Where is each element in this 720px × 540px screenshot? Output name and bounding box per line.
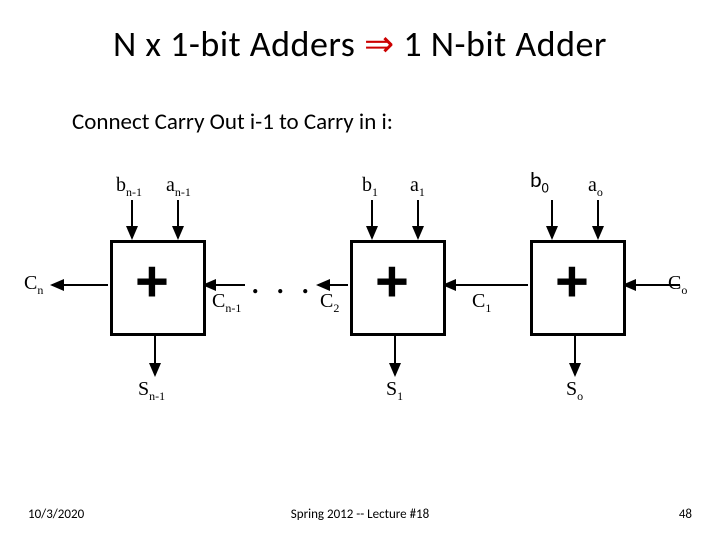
slide: N x 1-bit Adders ⇒ 1 N-bit Adder Connect… <box>0 0 720 540</box>
subtitle: Connect Carry Out i-1 to Carry in i: <box>72 108 393 136</box>
label-cn: Cn <box>24 272 43 298</box>
label-sn-1: Sn-1 <box>138 378 165 404</box>
label-c1: C1 <box>472 290 491 316</box>
plus-icon: + <box>135 253 169 311</box>
footer-page-number: 48 <box>679 507 692 522</box>
label-c0: Co <box>668 272 687 298</box>
plus-icon: + <box>555 253 589 311</box>
label-bn-1: bn-1 <box>116 174 142 200</box>
title-text-1: N x 1-bit Adders <box>113 22 364 66</box>
label-s1: S1 <box>386 378 403 404</box>
title-text-2: 1 N-bit Adder <box>395 22 607 66</box>
title-arrow: ⇒ <box>364 22 395 66</box>
footer-lecture: Spring 2012 -- Lecture #18 <box>0 507 720 522</box>
plus-icon: + <box>375 253 409 311</box>
adder-diagram: b0 <box>20 160 700 440</box>
label-an-1: an-1 <box>166 174 191 200</box>
ellipsis: . . . <box>252 270 315 300</box>
label-cn-1: Cn-1 <box>212 290 241 316</box>
label-a0: ao <box>588 174 603 200</box>
label-c2: C2 <box>320 290 339 316</box>
label-b1: b1 <box>362 174 378 200</box>
label-s0: So <box>566 378 583 404</box>
slide-title: N x 1-bit Adders ⇒ 1 N-bit Adder <box>0 22 720 66</box>
label-a1: a1 <box>410 174 425 200</box>
